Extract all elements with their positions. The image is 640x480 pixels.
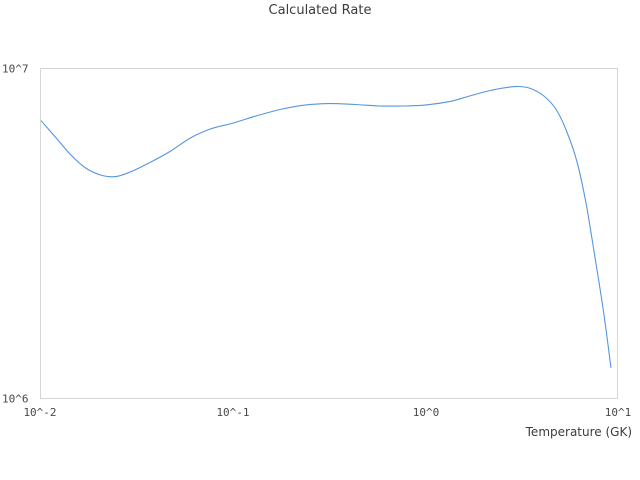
x-tick-label-1e-1: 10^-1 — [216, 406, 250, 419]
y-tick-label-1e6: 10^6 — [2, 392, 29, 406]
plot-area — [40, 68, 618, 399]
chart-title: Calculated Rate — [268, 3, 372, 18]
x-tick-label-1e0: 10^0 — [412, 406, 440, 419]
x-tick-label-1e-2: 10^-2 — [23, 406, 57, 419]
rate-curve — [41, 85, 612, 368]
x-tick-label-1e1: 10^1 — [604, 406, 632, 419]
x-axis-title: Temperature (GK) — [525, 425, 632, 439]
y-tick-label-1e7: 10^7 — [2, 62, 29, 76]
